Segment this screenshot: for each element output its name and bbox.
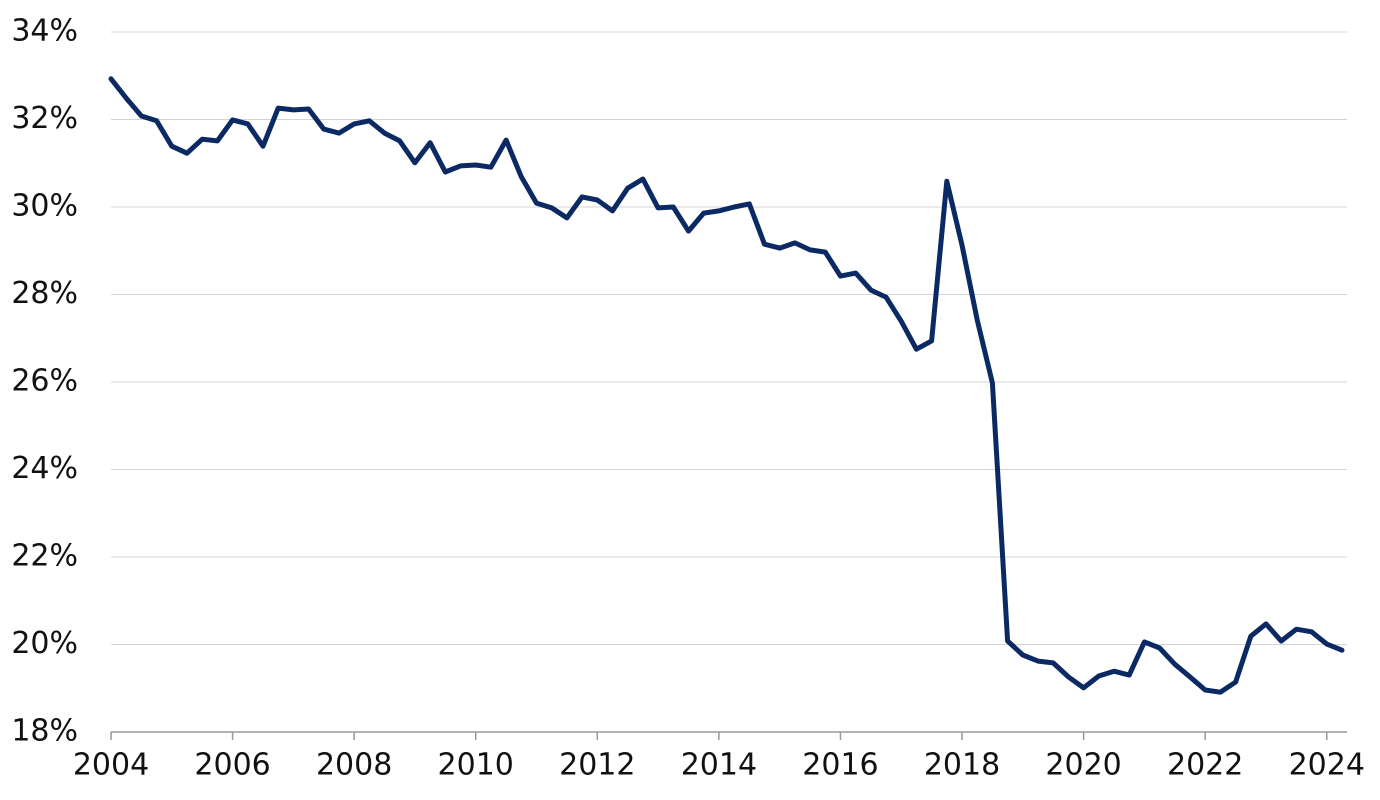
x-tick-label: 2022 [1167, 748, 1243, 783]
y-tick-label: 20% [11, 626, 78, 661]
data-line [108, 76, 1345, 695]
x-tick-label: 2014 [681, 748, 757, 783]
x-tick-label: 2006 [194, 748, 270, 783]
y-tick-label: 34% [11, 14, 78, 49]
y-tick-label: 22% [11, 539, 78, 574]
x-tick-label: 2024 [1289, 748, 1365, 783]
x-tick-label: 2012 [559, 748, 635, 783]
x-tick-label: 2004 [73, 748, 149, 783]
y-tick-label: 26% [11, 364, 78, 399]
x-tick-label: 2020 [1045, 748, 1121, 783]
x-tick-label: 2008 [316, 748, 392, 783]
y-tick-label: 28% [11, 276, 78, 311]
y-tick-label: 32% [11, 101, 78, 136]
x-tick-label: 2018 [924, 748, 1000, 783]
x-tick-label: 2016 [802, 748, 878, 783]
y-tick-label: 30% [11, 189, 78, 224]
x-tick-label: 2010 [438, 748, 514, 783]
y-tick-label: 18% [11, 714, 78, 749]
y-tick-label: 24% [11, 451, 78, 486]
